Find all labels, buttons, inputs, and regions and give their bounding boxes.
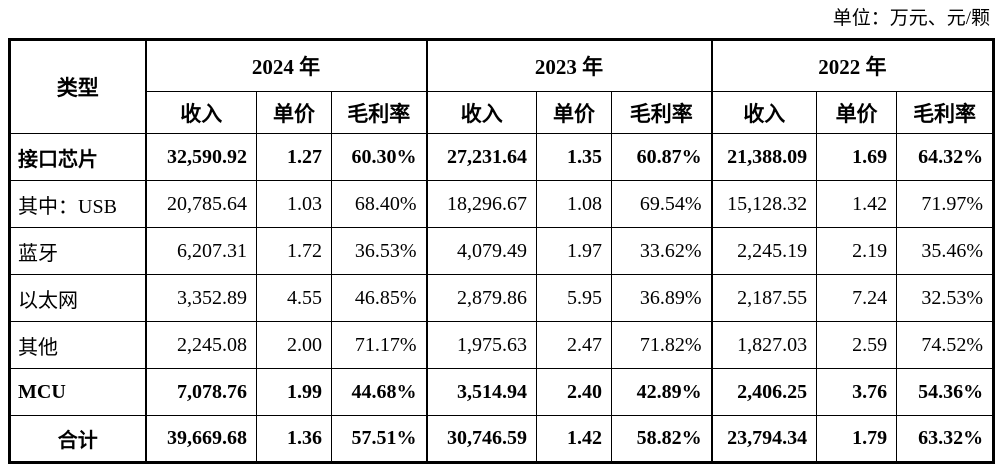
revenue-cell: 2,406.25 <box>710 368 818 416</box>
revenue-cell: 39,669.68 <box>144 415 257 463</box>
revenue-cell: 2,879.86 <box>425 274 538 322</box>
gross-margin-cell: 58.82% <box>611 415 713 463</box>
revenue-cell: 23,794.34 <box>710 415 818 463</box>
revenue-header-2023: 收入 <box>425 91 538 134</box>
unit-price-cell: 1.97 <box>536 227 613 275</box>
revenue-cell: 1,975.63 <box>425 321 538 369</box>
row-label: 蓝牙 <box>9 227 146 275</box>
table-body: 接口芯片 32,590.92 1.27 60.30% 27,231.64 1.35 60.8… <box>9 133 995 463</box>
table-row: 以太网 3,352.89 4.55 46.85% 2,879.86 5.95 36.89% 2… <box>9 274 995 322</box>
unit-price-cell: 2.00 <box>256 321 332 369</box>
unit-price-cell: 1.42 <box>536 415 613 463</box>
unit-price-cell: 2.59 <box>816 321 898 369</box>
unit-price-cell: 1.27 <box>256 133 332 181</box>
unit-price-header-2022: 单价 <box>816 91 898 134</box>
year-header-2022: 2022 年 <box>710 39 995 92</box>
revenue-cell: 3,514.94 <box>425 368 538 416</box>
revenue-header-2022: 收入 <box>710 91 818 134</box>
unit-price-cell: 1.72 <box>256 227 332 275</box>
row-label: 合计 <box>9 415 146 463</box>
revenue-cell: 1,827.03 <box>710 321 818 369</box>
unit-price-cell: 2.19 <box>816 227 898 275</box>
unit-price-cell: 7.24 <box>816 274 898 322</box>
table-row: 合计 39,669.68 1.36 57.51% 30,746.59 1.42 58.82%… <box>9 415 995 463</box>
year-header-2024: 2024 年 <box>144 39 428 92</box>
row-label: MCU <box>9 368 146 416</box>
gross-margin-cell: 63.32% <box>896 415 995 463</box>
row-label: 以太网 <box>9 274 146 322</box>
row-label: 其中：USB <box>9 180 146 228</box>
revenue-cell: 20,785.64 <box>144 180 257 228</box>
revenue-cell: 7,078.76 <box>144 368 257 416</box>
gross-margin-cell: 32.53% <box>896 274 995 322</box>
type-column-header: 类型 <box>9 39 146 134</box>
gross-margin-header-2024: 毛利率 <box>330 91 428 134</box>
gross-margin-cell: 57.51% <box>330 415 428 463</box>
revenue-price-margin-table: 类型 2024 年 2023 年 2022 年 收入 单价 毛利率 收入 单价 … <box>8 38 996 464</box>
unit-price-cell: 1.69 <box>816 133 898 181</box>
gross-margin-cell: 36.53% <box>330 227 428 275</box>
revenue-cell: 3,352.89 <box>144 274 257 322</box>
row-label: 接口芯片 <box>9 133 146 181</box>
unit-price-header-2024: 单价 <box>256 91 332 134</box>
gross-margin-cell: 54.36% <box>896 368 995 416</box>
unit-price-cell: 1.42 <box>816 180 898 228</box>
row-label: 其他 <box>9 321 146 369</box>
gross-margin-cell: 68.40% <box>330 180 428 228</box>
gross-margin-cell: 33.62% <box>611 227 713 275</box>
table-row: 蓝牙 6,207.31 1.72 36.53% 4,079.49 1.97 33.62% 2,… <box>9 227 995 275</box>
year-header-row: 类型 2024 年 2023 年 2022 年 <box>9 39 995 134</box>
unit-price-cell: 1.99 <box>256 368 332 416</box>
gross-margin-cell: 42.89% <box>611 368 713 416</box>
gross-margin-cell: 44.68% <box>330 368 428 416</box>
revenue-cell: 18,296.67 <box>425 180 538 228</box>
gross-margin-cell: 35.46% <box>896 227 995 275</box>
revenue-cell: 4,079.49 <box>425 227 538 275</box>
gross-margin-cell: 60.30% <box>330 133 428 181</box>
gross-margin-cell: 74.52% <box>896 321 995 369</box>
table-row: 其他 2,245.08 2.00 71.17% 1,975.63 2.47 71.82% 1,… <box>9 321 995 369</box>
unit-price-cell: 1.36 <box>256 415 332 463</box>
unit-price-cell: 1.03 <box>256 180 332 228</box>
gross-margin-cell: 71.17% <box>330 321 428 369</box>
revenue-cell: 21,388.09 <box>710 133 818 181</box>
gross-margin-cell: 69.54% <box>611 180 713 228</box>
unit-price-cell: 1.35 <box>536 133 613 181</box>
gross-margin-header-2022: 毛利率 <box>896 91 995 134</box>
revenue-cell: 6,207.31 <box>144 227 257 275</box>
unit-price-cell: 1.08 <box>536 180 613 228</box>
gross-margin-cell: 71.82% <box>611 321 713 369</box>
subcolumn-header-row: 收入 单价 毛利率 收入 单价 毛利率 收入 单价 毛利率 <box>10 91 995 134</box>
gross-margin-cell: 46.85% <box>330 274 428 322</box>
revenue-cell: 15,128.32 <box>710 180 818 228</box>
revenue-cell: 27,231.64 <box>425 133 538 181</box>
revenue-cell: 2,187.55 <box>710 274 818 322</box>
table-row: 其中：USB 20,785.64 1.03 68.40% 18,296.67 1.08 69… <box>9 180 995 228</box>
unit-label: 单位：万元、元/颗 <box>832 8 990 29</box>
table-row: MCU 7,078.76 1.99 44.68% 3,514.94 2.40 42.89% 2… <box>9 368 995 416</box>
table-row: 接口芯片 32,590.92 1.27 60.30% 27,231.64 1.35 60.8… <box>9 133 995 181</box>
revenue-header-2024: 收入 <box>144 91 257 134</box>
revenue-cell: 2,245.08 <box>144 321 257 369</box>
year-header-2023: 2023 年 <box>425 39 713 92</box>
unit-price-cell: 5.95 <box>536 274 613 322</box>
gross-margin-header-2023: 毛利率 <box>611 91 713 134</box>
unit-price-cell: 1.79 <box>816 415 898 463</box>
gross-margin-cell: 60.87% <box>611 133 713 181</box>
unit-price-cell: 4.55 <box>256 274 332 322</box>
revenue-cell: 32,590.92 <box>144 133 257 181</box>
gross-margin-cell: 71.97% <box>896 180 995 228</box>
revenue-cell: 2,245.19 <box>710 227 818 275</box>
revenue-cell: 30,746.59 <box>425 415 538 463</box>
gross-margin-cell: 36.89% <box>611 274 713 322</box>
gross-margin-cell: 64.32% <box>896 133 995 181</box>
unit-price-cell: 3.76 <box>816 368 898 416</box>
unit-price-cell: 2.40 <box>536 368 613 416</box>
unit-price-header-2023: 单价 <box>536 91 613 134</box>
unit-price-cell: 2.47 <box>536 321 613 369</box>
